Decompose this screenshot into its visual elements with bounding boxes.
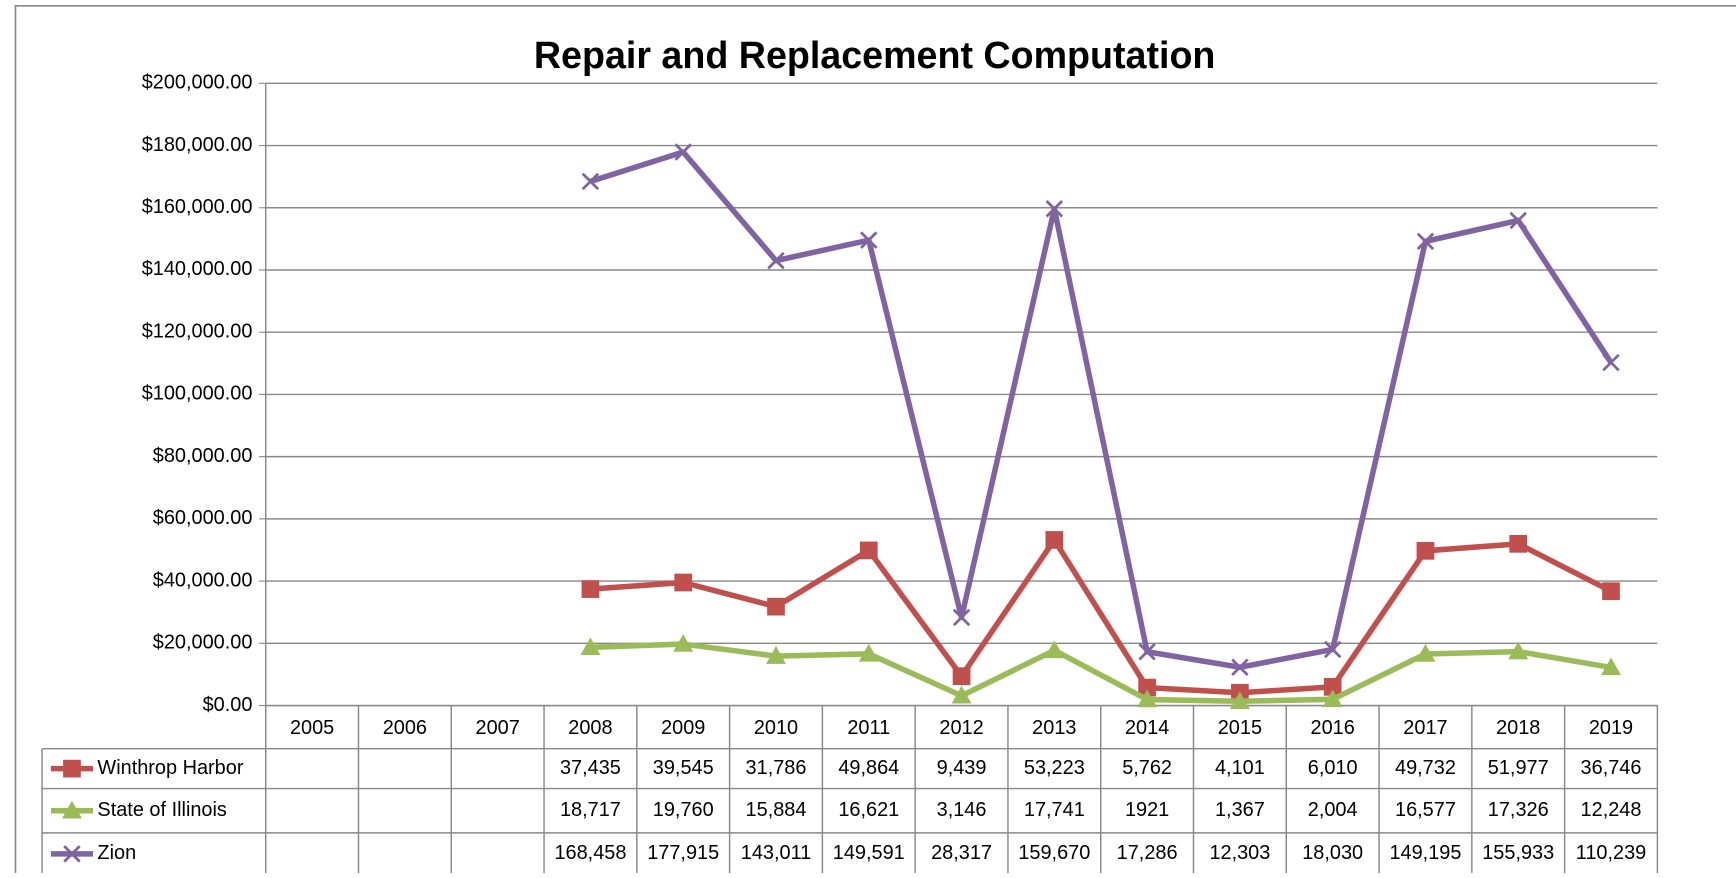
x-tick-label: 2018 <box>1496 717 1540 739</box>
marker <box>1045 531 1063 549</box>
legend-marker <box>63 760 81 778</box>
x-tick-label: 2010 <box>754 717 798 739</box>
legend-label: Winthrop Harbor <box>97 757 243 779</box>
table-value: 53,223 <box>1024 757 1085 779</box>
x-tick-label: 2016 <box>1311 717 1355 739</box>
table-value: 159,670 <box>1018 842 1090 864</box>
x-tick-label: 2012 <box>939 717 983 739</box>
table-value: 36,746 <box>1581 757 1642 779</box>
y-tick-label: $40,000.00 <box>153 569 253 591</box>
marker <box>1602 582 1620 600</box>
table-value: 155,933 <box>1482 842 1554 864</box>
y-tick-label: $0.00 <box>203 694 253 716</box>
table-value: 49,732 <box>1395 757 1456 779</box>
table-value: 5,762 <box>1122 757 1172 779</box>
table-value: 6,010 <box>1308 757 1358 779</box>
legend-label: State of Illinois <box>97 799 227 821</box>
table-value: 15,884 <box>746 799 807 821</box>
table-value: 31,786 <box>746 757 807 779</box>
table-value: 17,326 <box>1488 799 1549 821</box>
y-tick-label: $120,000.00 <box>142 320 253 342</box>
y-tick-label: $180,000.00 <box>142 134 253 156</box>
x-tick-label: 2015 <box>1218 717 1262 739</box>
y-tick-label: $160,000.00 <box>142 196 253 218</box>
table-value: 19,760 <box>653 799 714 821</box>
y-tick-label: $80,000.00 <box>153 445 253 467</box>
x-tick-label: 2014 <box>1125 717 1169 739</box>
table-value: 18,030 <box>1302 842 1363 864</box>
x-tick-label: 2007 <box>476 717 520 739</box>
table-value: 168,458 <box>554 842 626 864</box>
x-tick-label: 2013 <box>1032 717 1076 739</box>
table-value: 18,717 <box>560 799 621 821</box>
y-tick-label: $140,000.00 <box>142 258 253 280</box>
table-value: 110,239 <box>1576 842 1646 864</box>
x-tick-label: 2009 <box>661 717 705 739</box>
marker <box>582 580 600 598</box>
table-value: 28,317 <box>931 842 992 864</box>
table-value: 1921 <box>1125 799 1169 821</box>
marker <box>767 598 785 616</box>
table-value: 16,577 <box>1395 799 1456 821</box>
table-value: 143,011 <box>741 842 811 864</box>
table-value: 12,248 <box>1581 799 1642 821</box>
x-tick-label: 2011 <box>847 717 890 739</box>
table-value: 17,741 <box>1024 799 1085 821</box>
legend-label: Zion <box>97 842 136 864</box>
x-tick-label: 2005 <box>290 717 334 739</box>
table-value: 1,367 <box>1215 799 1265 821</box>
table-value: 49,864 <box>838 757 899 779</box>
table-value: 16,621 <box>838 799 899 821</box>
marker <box>953 667 971 685</box>
table-value: 37,435 <box>560 757 621 779</box>
x-tick-label: 2017 <box>1403 717 1447 739</box>
table-value: 3,146 <box>937 799 987 821</box>
chart-border <box>16 6 1736 873</box>
marker <box>860 542 878 560</box>
table-value: 12,303 <box>1209 842 1270 864</box>
table-value: 17,286 <box>1117 842 1178 864</box>
marker <box>1509 535 1527 553</box>
x-tick-label: 2019 <box>1589 717 1633 739</box>
table-value: 149,195 <box>1389 842 1461 864</box>
marker <box>674 574 692 592</box>
table-value: 2,004 <box>1308 799 1358 821</box>
marker <box>1417 542 1435 560</box>
table-value: 51,977 <box>1488 757 1549 779</box>
table-value: 149,591 <box>833 842 905 864</box>
y-tick-label: $100,000.00 <box>142 383 253 405</box>
chart-title: Repair and Replacement Computation <box>534 34 1216 76</box>
table-value: 4,101 <box>1215 757 1265 779</box>
x-tick-label: 2008 <box>568 717 612 739</box>
table-value: 9,439 <box>937 757 987 779</box>
x-tick-label: 2006 <box>383 717 427 739</box>
table-value: 177,915 <box>647 842 719 864</box>
table-value: 39,545 <box>653 757 714 779</box>
y-tick-label: $60,000.00 <box>153 507 253 529</box>
y-tick-label: $200,000.00 <box>142 72 253 94</box>
y-tick-label: $20,000.00 <box>153 632 253 654</box>
